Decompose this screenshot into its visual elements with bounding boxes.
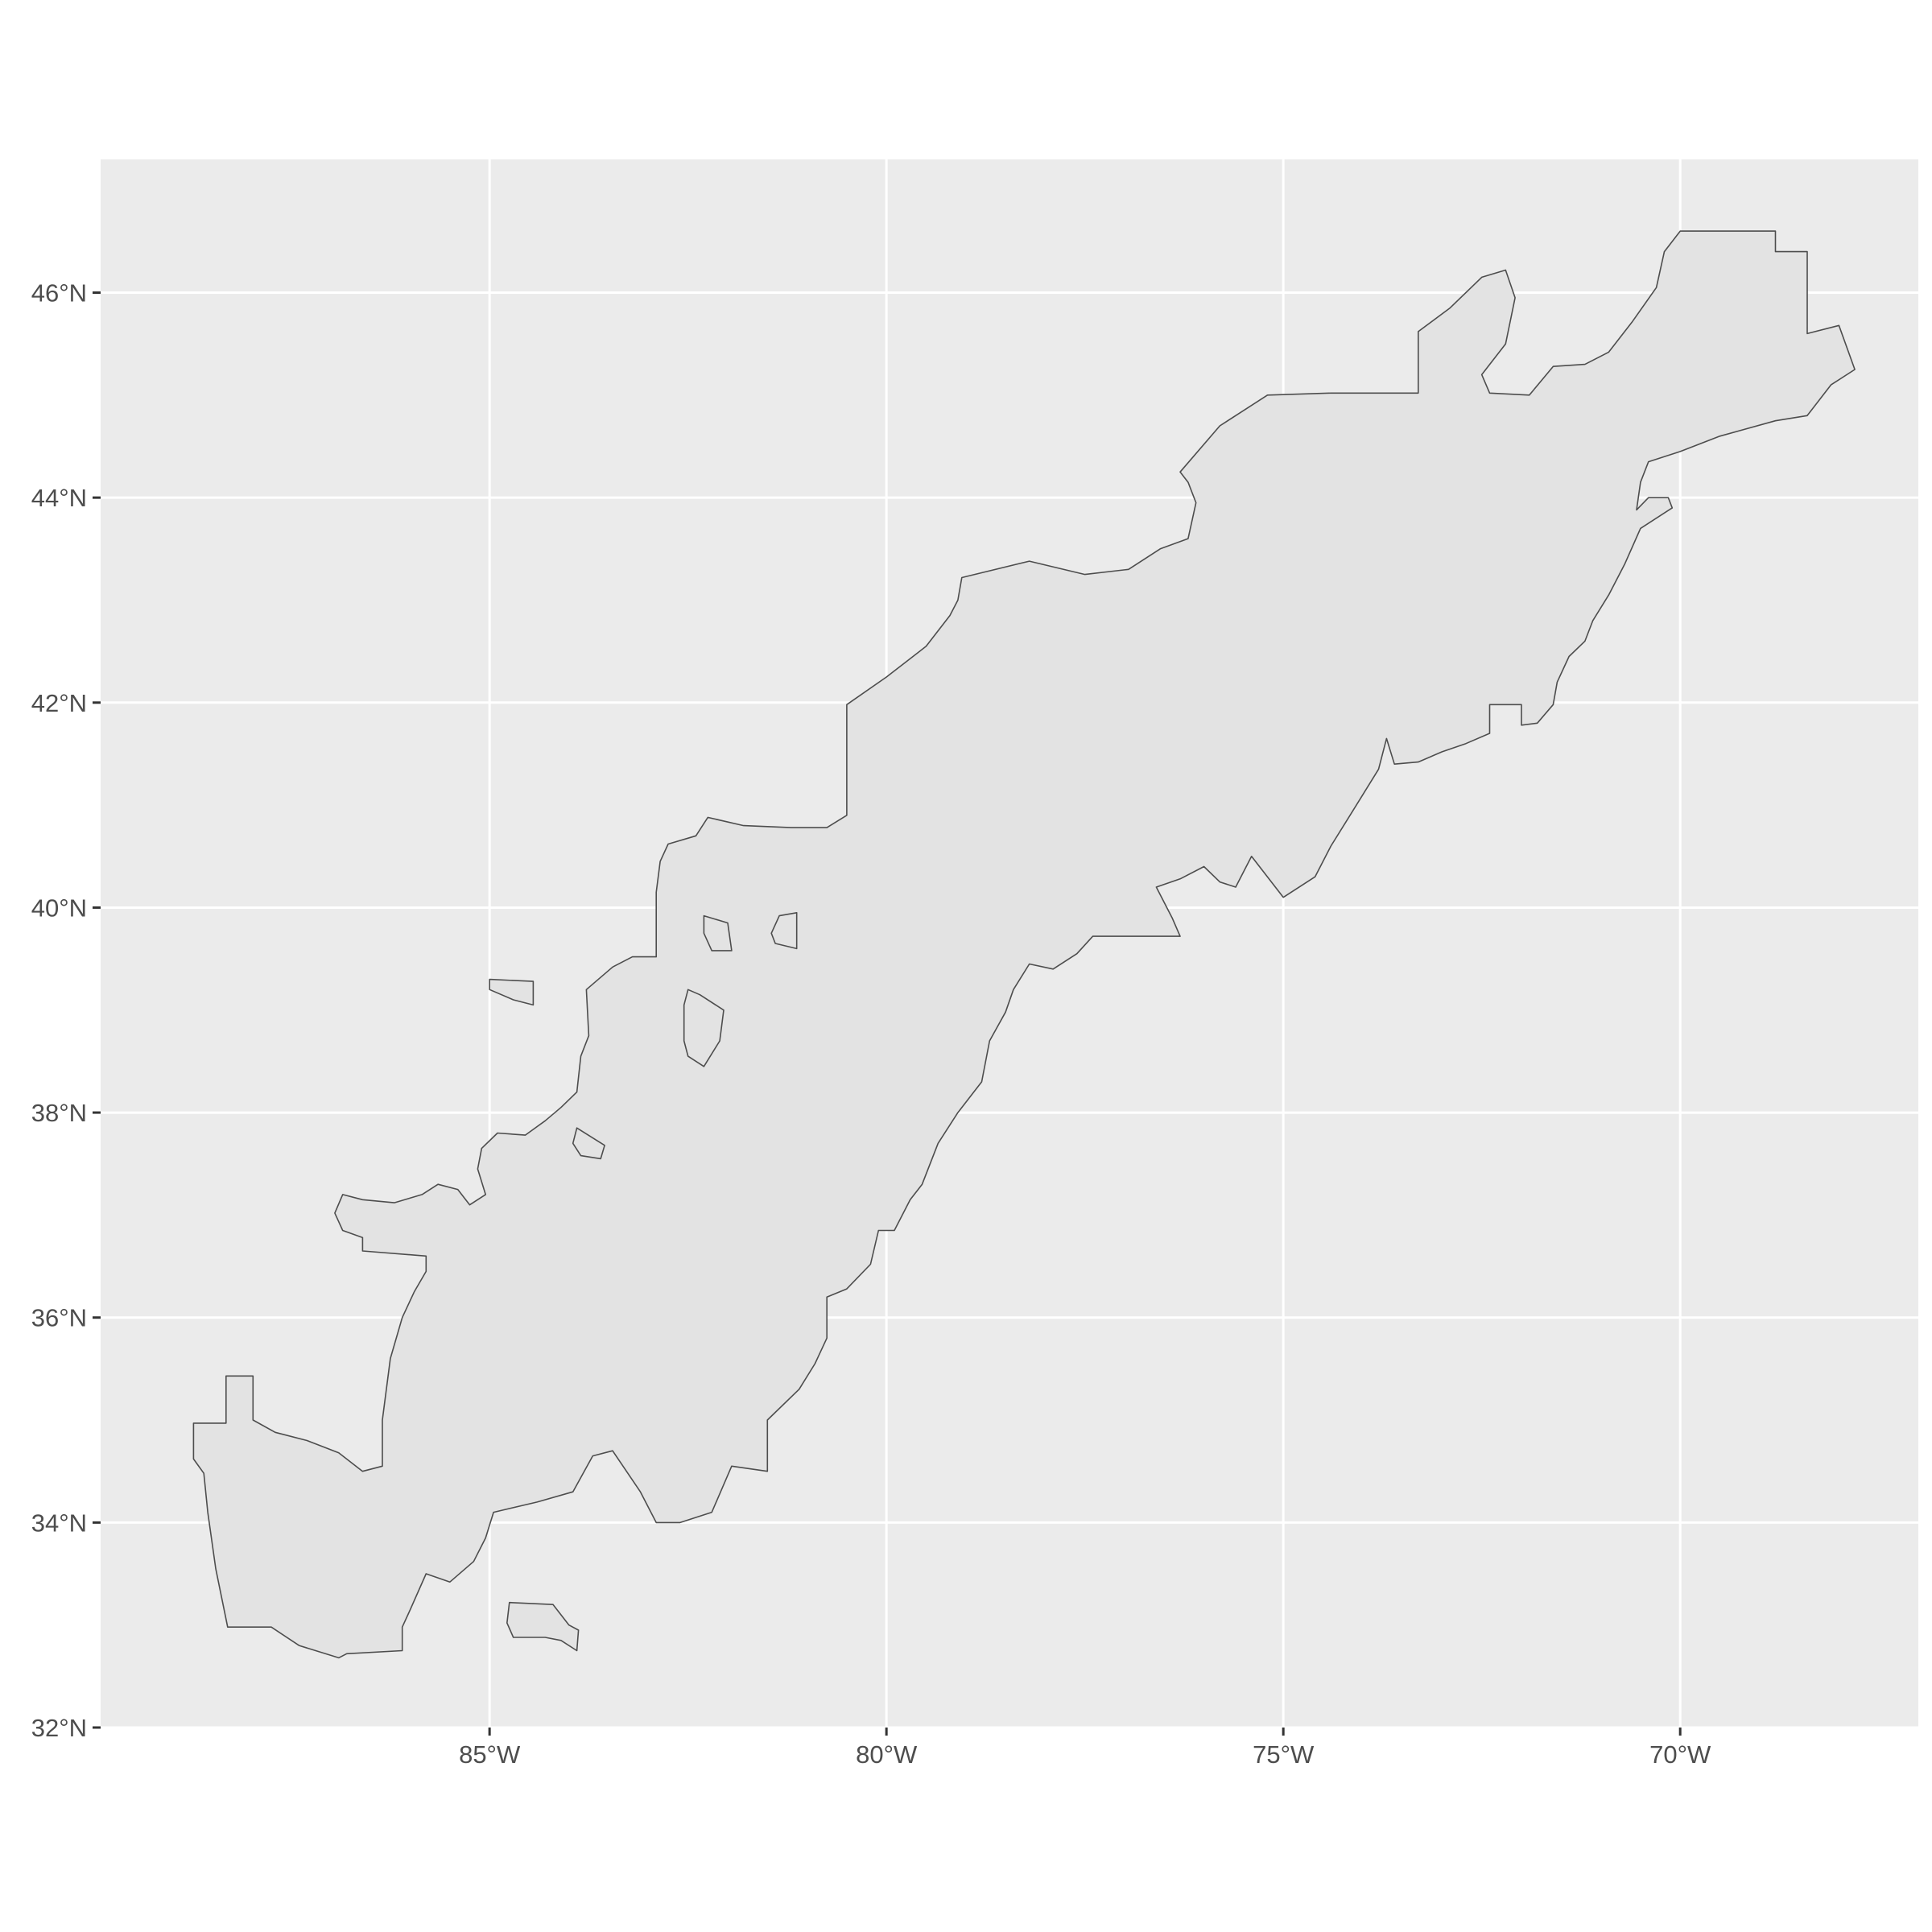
- x-tick-label-1: 80°W: [856, 1740, 918, 1769]
- y-tick-label-3: 38°N: [31, 1099, 87, 1127]
- region-main: [192, 230, 1856, 1659]
- y-tick-label-7: 46°N: [31, 279, 87, 308]
- region-island-ohio: [489, 978, 535, 1006]
- x-tick-label-2: 75°W: [1253, 1740, 1315, 1769]
- region-layer: [192, 230, 1856, 1659]
- y-tick-label-5: 42°N: [31, 689, 87, 717]
- y-tick-label-4: 40°N: [31, 894, 87, 922]
- x-tick-label-3: 70°W: [1649, 1740, 1711, 1769]
- region-island-alabama: [506, 1601, 580, 1652]
- x-tick-label-0: 85°W: [459, 1740, 521, 1769]
- y-tick-label-2: 36°N: [31, 1304, 87, 1332]
- y-tick-label-1: 34°N: [31, 1509, 87, 1537]
- axes: 85°W 80°W 75°W 70°W 32°N 34°N 36°N 38°N 40°N 42°N…: [31, 279, 1711, 1769]
- region-island-central-ohio-east: [770, 912, 798, 950]
- region-island-west-virginia: [683, 989, 724, 1067]
- region-island-central-ohio-west: [703, 914, 733, 952]
- y-tick-label-6: 44°N: [31, 484, 87, 512]
- region-island-kentucky: [572, 1127, 605, 1160]
- y-tick-label-0: 32°N: [31, 1714, 87, 1742]
